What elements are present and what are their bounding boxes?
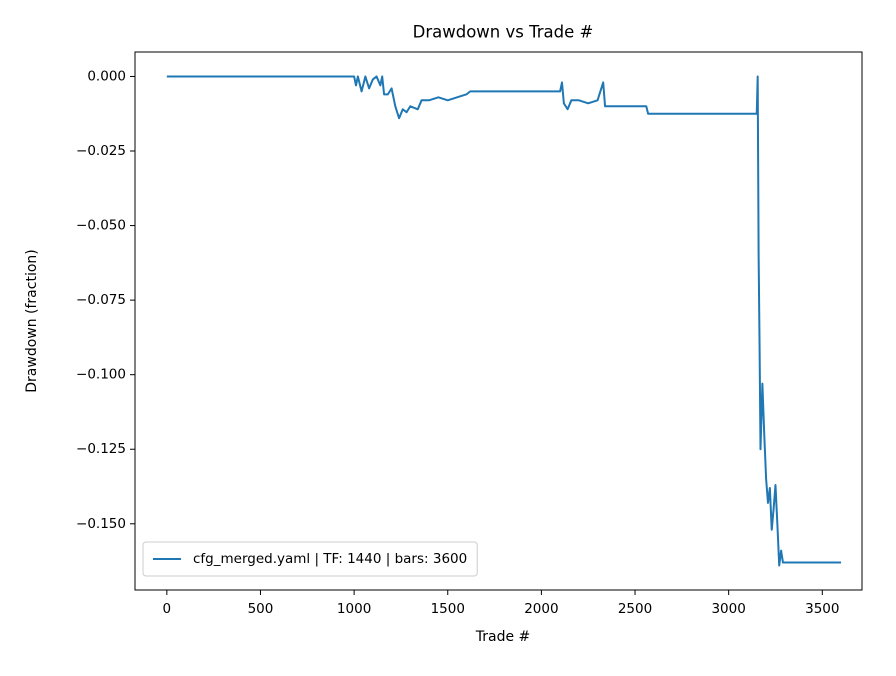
x-tick-label: 3000 xyxy=(711,601,745,617)
chart-title: Drawdown vs Trade # xyxy=(413,23,594,42)
x-axis-label: Trade # xyxy=(475,629,531,645)
x-tick-label: 0 xyxy=(163,601,172,617)
y-tick-label: −0.125 xyxy=(76,441,126,457)
y-tick-label: −0.025 xyxy=(76,143,126,159)
x-tick-label: 1500 xyxy=(431,601,465,617)
legend-label: cfg_merged.yaml | TF: 1440 | bars: 3600 xyxy=(193,551,467,567)
x-tick-label: 3500 xyxy=(805,601,839,617)
y-tick-label: −0.150 xyxy=(76,516,126,532)
y-tick-label: −0.100 xyxy=(76,367,126,383)
y-tick-label: −0.075 xyxy=(76,292,126,308)
y-axis-label: Drawdown (fraction) xyxy=(24,249,40,393)
y-tick-label: 0.000 xyxy=(87,68,126,84)
x-tick-label: 1000 xyxy=(337,601,371,617)
data-line xyxy=(166,75,842,567)
x-tick-label: 2500 xyxy=(618,601,652,617)
plot-frame xyxy=(134,51,863,591)
legend: cfg_merged.yaml | TF: 1440 | bars: 3600 xyxy=(142,541,478,577)
legend-box xyxy=(142,541,478,577)
y-tick-label: −0.050 xyxy=(76,218,126,234)
x-tick-label: 2000 xyxy=(524,601,558,617)
x-tick-label: 500 xyxy=(248,601,274,617)
